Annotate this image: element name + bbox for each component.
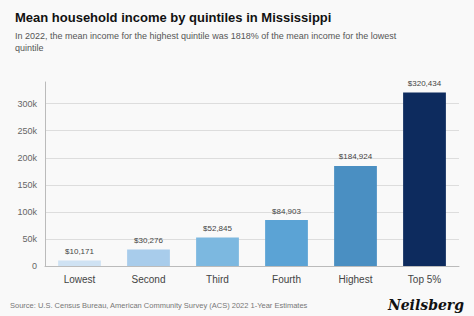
- svg-text:$30,276: $30,276: [134, 236, 163, 245]
- svg-text:$184,924: $184,924: [339, 152, 373, 161]
- svg-text:Neilsberg: Neilsberg: [387, 297, 464, 313]
- svg-text:Lowest: Lowest: [64, 274, 96, 285]
- svg-text:0: 0: [32, 261, 37, 271]
- svg-text:$52,845: $52,845: [203, 224, 232, 233]
- svg-text:150k: 150k: [17, 180, 37, 190]
- svg-text:Mean household income by quint: Mean household income by quintiles in Mi…: [15, 10, 331, 25]
- svg-text:100k: 100k: [17, 207, 37, 217]
- svg-text:Second: Second: [132, 274, 166, 285]
- svg-text:$10,171: $10,171: [65, 247, 94, 256]
- svg-text:$84,903: $84,903: [272, 207, 301, 216]
- svg-text:250k: 250k: [17, 126, 37, 136]
- svg-text:Third: Third: [206, 274, 229, 285]
- svg-text:Highest: Highest: [339, 274, 373, 285]
- svg-text:$320,434: $320,434: [408, 79, 442, 88]
- svg-text:300k: 300k: [17, 99, 37, 109]
- svg-text:Source: U.S. Census Bureau, Am: Source: U.S. Census Bureau, American Com…: [10, 301, 308, 310]
- svg-text:quintile: quintile: [15, 43, 44, 53]
- svg-text:Fourth: Fourth: [272, 274, 301, 285]
- svg-text:In 2022, the mean income for t: In 2022, the mean income for the highest…: [15, 31, 397, 41]
- svg-text:50k: 50k: [22, 234, 37, 244]
- svg-text:200k: 200k: [17, 153, 37, 163]
- svg-text:Top 5%: Top 5%: [408, 274, 441, 285]
